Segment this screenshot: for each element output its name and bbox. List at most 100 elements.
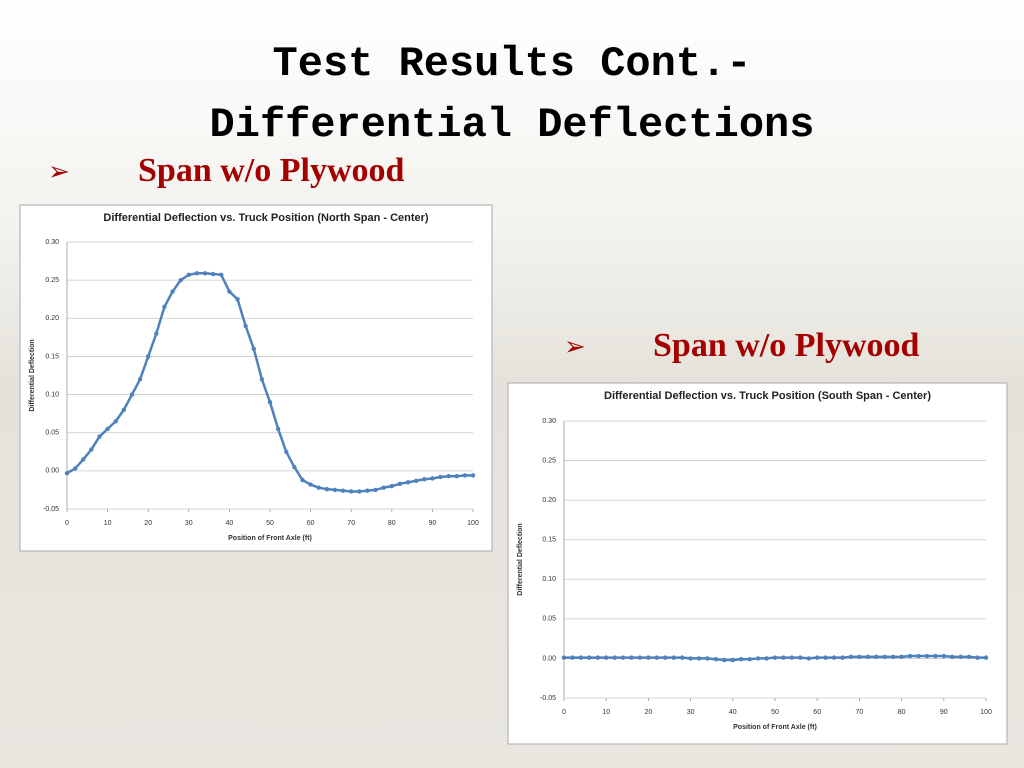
data-point — [170, 289, 175, 294]
data-point — [308, 482, 313, 487]
data-point — [848, 654, 854, 660]
y-tick-label: -0.05 — [540, 695, 556, 702]
x-tick-label: 10 — [602, 709, 610, 716]
x-tick-label: 10 — [104, 520, 112, 527]
data-point — [227, 289, 232, 294]
data-point — [97, 434, 102, 439]
data-point — [186, 272, 191, 278]
x-tick-label: 90 — [429, 520, 437, 527]
data-point — [235, 297, 240, 302]
data-point — [72, 466, 78, 471]
y-tick-label: 0.25 — [45, 277, 59, 284]
data-point — [146, 354, 151, 359]
y-tick-label: 0.20 — [542, 497, 556, 504]
slide-title: Test Results Cont.- — [273, 40, 752, 88]
data-point — [202, 271, 208, 276]
data-point — [194, 271, 200, 276]
data-point — [747, 657, 752, 662]
data-point — [219, 272, 224, 278]
data-point — [620, 655, 626, 660]
y-tick-label: 0.00 — [45, 468, 59, 475]
data-point — [663, 655, 668, 660]
y-axis-label: Differential Deflection — [517, 523, 524, 595]
data-point — [713, 657, 719, 662]
data-point — [637, 655, 643, 660]
y-tick-label: 0.20 — [45, 315, 59, 322]
data-point — [865, 654, 871, 660]
data-point — [587, 655, 592, 660]
data-point — [259, 377, 265, 382]
data-point — [300, 477, 305, 483]
data-point — [823, 655, 828, 660]
data-point — [365, 488, 370, 493]
data-point — [470, 473, 476, 478]
data-point — [349, 489, 354, 494]
data-point — [874, 654, 879, 660]
data-point — [604, 655, 609, 660]
data-point — [975, 655, 980, 660]
slide-title: Differential Deflections — [210, 101, 815, 149]
data-point — [722, 657, 727, 663]
data-point — [755, 656, 761, 661]
data-point — [332, 487, 338, 493]
data-point — [340, 488, 346, 493]
data-point — [243, 323, 248, 329]
chart-frame — [19, 204, 493, 552]
data-point — [958, 654, 963, 660]
data-point — [595, 655, 600, 660]
x-tick-label: 40 — [729, 709, 737, 716]
x-tick-label: 80 — [898, 709, 906, 716]
x-tick-label: 60 — [307, 520, 315, 527]
y-tick-label: 0.30 — [542, 418, 556, 425]
data-point — [882, 654, 887, 660]
data-point — [570, 655, 575, 660]
data-point — [933, 653, 938, 659]
x-tick-label: 90 — [940, 709, 948, 716]
data-point — [89, 447, 94, 452]
bullet: Span w/o Plywood — [653, 327, 919, 364]
data-point — [405, 480, 411, 485]
data-point — [781, 655, 786, 660]
data-point — [316, 485, 321, 490]
data-point — [137, 377, 143, 382]
data-point — [966, 654, 972, 660]
y-tick-label: 0.25 — [542, 457, 556, 464]
chart-title: Differential Deflection vs. Truck Positi… — [103, 212, 428, 224]
data-point — [561, 655, 567, 660]
y-tick-label: 0.00 — [542, 655, 556, 662]
data-point — [381, 485, 386, 490]
data-point — [950, 654, 955, 660]
data-point — [730, 657, 735, 663]
x-tick-label: 30 — [687, 709, 695, 716]
data-point — [81, 457, 86, 462]
data-point — [284, 449, 289, 454]
chart-title: Differential Deflection vs. Truck Positi… — [604, 390, 931, 402]
data-point — [831, 655, 837, 660]
data-point — [267, 400, 273, 405]
data-point — [671, 655, 676, 660]
data-point — [688, 656, 693, 661]
x-axis-label: Position of Front Axle (ft) — [733, 724, 817, 731]
data-point — [324, 486, 330, 492]
x-tick-label: 30 — [185, 520, 193, 527]
data-point — [739, 657, 744, 662]
data-point — [907, 653, 913, 659]
x-tick-label: 20 — [144, 520, 152, 527]
data-point — [373, 487, 378, 493]
y-axis-label: Differential Deflection — [29, 339, 36, 411]
data-point — [454, 473, 459, 479]
data-point — [129, 392, 135, 397]
x-tick-label: 70 — [347, 520, 355, 527]
y-tick-label: 0.05 — [45, 430, 59, 437]
data-point — [462, 473, 468, 478]
data-point — [857, 654, 862, 660]
x-tick-label: 20 — [645, 709, 653, 716]
data-point — [397, 481, 403, 487]
x-tick-label: 100 — [980, 709, 992, 716]
data-point — [654, 655, 660, 660]
x-tick-label: 50 — [266, 520, 274, 527]
data-point — [162, 304, 167, 310]
data-point — [941, 653, 946, 659]
